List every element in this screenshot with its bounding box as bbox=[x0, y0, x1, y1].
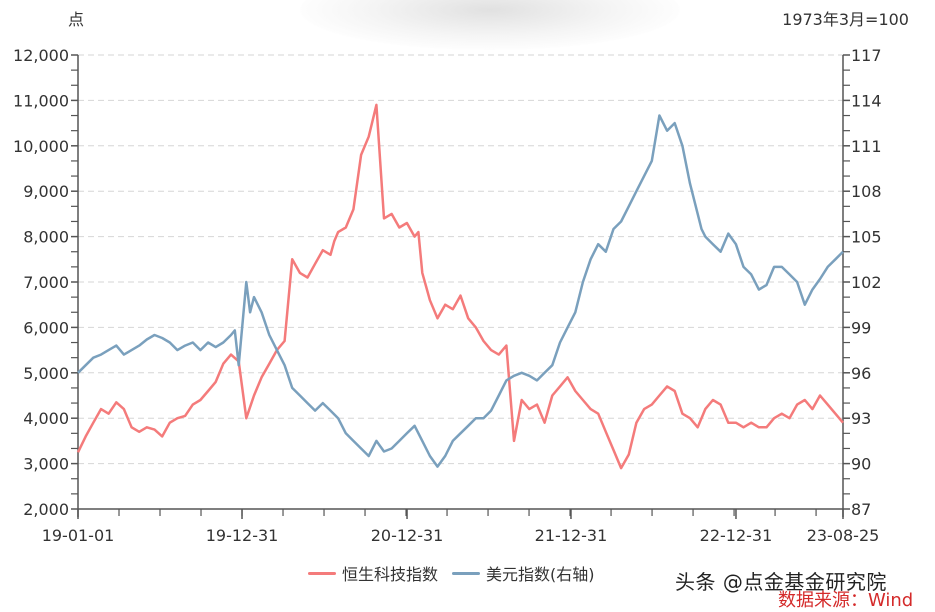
axes: 2,000 87 3,000 90 4,000 93 5,000 96 6,000 99 7,000… bbox=[13, 46, 882, 545]
legend: 恒生科技指数 美元指数(右轴) bbox=[308, 561, 609, 585]
right-axis-tick-label: 93 bbox=[851, 409, 871, 428]
legend-swatch-hstech bbox=[308, 571, 336, 575]
left-axis-unit: 点 bbox=[68, 10, 85, 29]
x-axis-tick-label: 19-01-01 bbox=[42, 526, 115, 545]
legend-label-usd-index: 美元指数(右轴) bbox=[486, 565, 595, 584]
legend-item-hstech[interactable]: 恒生科技指数 bbox=[308, 561, 438, 585]
right-axis-tick-label: 102 bbox=[851, 273, 882, 292]
x-axis-tick-label: 21-12-31 bbox=[535, 526, 608, 545]
right-axis-tick-label: 99 bbox=[851, 318, 871, 337]
right-axis-tick-label: 96 bbox=[851, 364, 871, 383]
right-axis-tick-label: 108 bbox=[851, 182, 882, 201]
x-axis-tick-label: 23-08-25 bbox=[807, 526, 880, 545]
data-source: 数据来源：Wind bbox=[778, 590, 914, 611]
left-axis-tick-label: 8,000 bbox=[23, 228, 69, 247]
legend-label-hstech: 恒生科技指数 bbox=[342, 565, 439, 584]
right-axis-unit: 1973年3月=100 bbox=[782, 10, 909, 29]
x-axis-tick-label: 20-12-31 bbox=[371, 526, 444, 545]
left-axis-tick-label: 5,000 bbox=[23, 364, 69, 383]
right-axis-tick-label: 114 bbox=[851, 91, 882, 110]
gridlines bbox=[78, 54, 843, 465]
legend-swatch-usd-index bbox=[452, 571, 481, 575]
right-axis-tick-label: 111 bbox=[851, 137, 882, 156]
usd-index-line bbox=[77, 114, 844, 468]
left-axis-tick-label: 4,000 bbox=[23, 409, 69, 428]
x-axis-tick-label: 19-12-31 bbox=[206, 526, 279, 545]
left-axis-tick-label: 2,000 bbox=[23, 500, 69, 519]
series-lines bbox=[76, 103, 844, 470]
left-axis-tick-label: 3,000 bbox=[23, 455, 69, 474]
left-axis-tick-label: 10,000 bbox=[13, 137, 69, 156]
watermark-text: 头条 @点金基金研究院 bbox=[675, 570, 887, 594]
left-axis-tick-label: 9,000 bbox=[23, 182, 69, 201]
left-axis-tick-label: 11,000 bbox=[13, 91, 69, 110]
right-axis-tick-label: 105 bbox=[851, 228, 882, 247]
hstech-index-line bbox=[76, 103, 844, 470]
left-axis-tick-label: 6,000 bbox=[23, 318, 69, 337]
legend-item-usd-index[interactable]: 美元指数(右轴) bbox=[452, 561, 595, 585]
x-axis-tick-label: 22-12-31 bbox=[700, 526, 773, 545]
right-axis-tick-label: 90 bbox=[851, 455, 871, 474]
right-axis-tick-label: 117 bbox=[851, 46, 882, 65]
right-axis-tick-label: 87 bbox=[851, 500, 871, 519]
left-axis-tick-label: 12,000 bbox=[13, 46, 69, 65]
left-axis-tick-label: 7,000 bbox=[23, 273, 69, 292]
